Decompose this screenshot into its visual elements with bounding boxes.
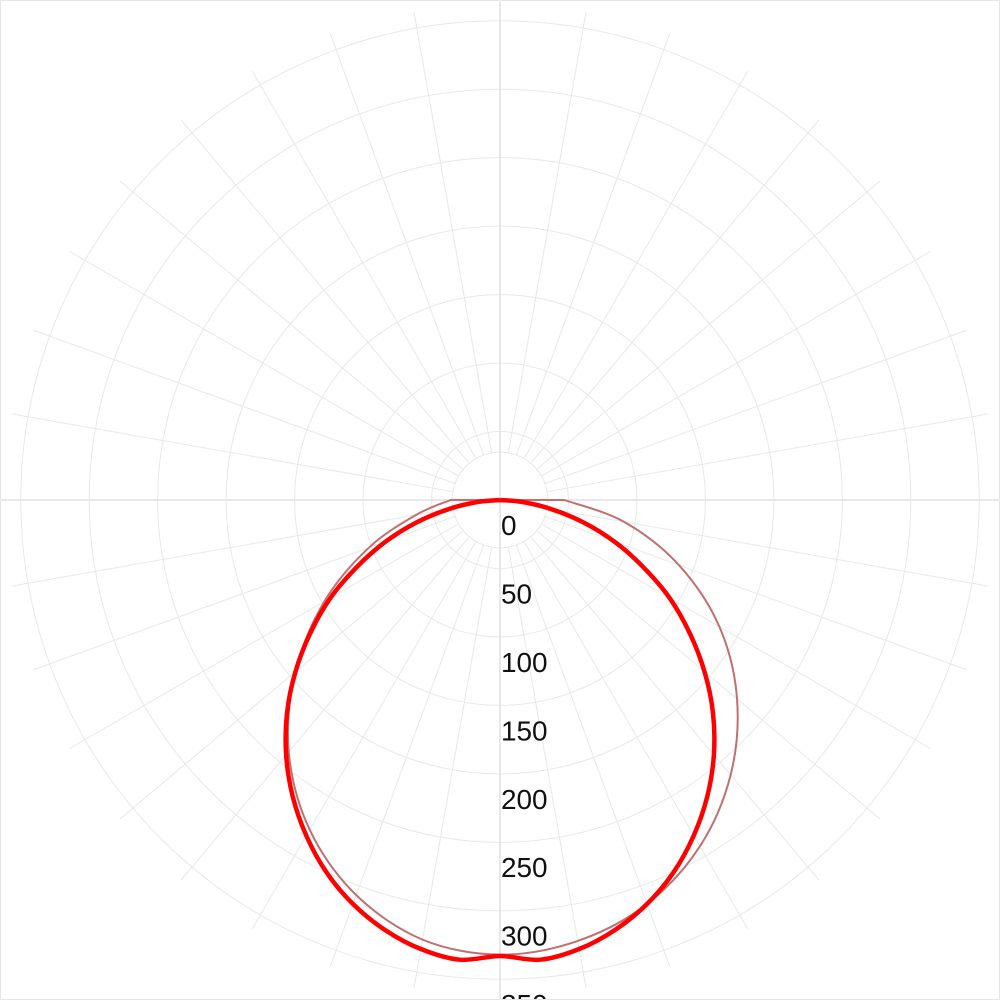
radial-tick-label: 350 — [501, 989, 548, 1000]
grid-spoke — [119, 180, 464, 470]
grid-spoke — [536, 530, 881, 820]
grid-spoke — [180, 119, 470, 464]
series-layer — [283, 497, 739, 963]
grid-spoke — [541, 523, 930, 749]
grid-spoke — [507, 11, 587, 453]
grid-spoke — [11, 507, 453, 587]
grid-spoke — [329, 33, 485, 456]
grid-spoke — [33, 329, 456, 485]
grid-spoke — [530, 119, 820, 464]
grid-spoke — [547, 413, 989, 493]
grid-spoke — [251, 541, 477, 930]
grid-spoke — [547, 507, 989, 587]
grid-spoke — [413, 547, 493, 989]
grid-spoke — [536, 180, 881, 470]
grid-spoke — [251, 70, 477, 459]
grid-spoke — [530, 536, 820, 881]
grid-spoke — [507, 547, 587, 989]
grid-spoke — [515, 544, 671, 967]
radial-tick-label: 300 — [501, 921, 548, 952]
grid-spoke — [541, 251, 930, 477]
grid-spoke — [119, 530, 464, 820]
radial-tick-label: 150 — [501, 715, 548, 746]
radial-tick-label: 250 — [501, 852, 548, 883]
grid-spoke — [180, 536, 470, 881]
grid-spoke — [70, 523, 459, 749]
grid-spoke — [523, 541, 749, 930]
radial-tick-label: 100 — [501, 647, 548, 678]
radial-tick-label: 200 — [501, 784, 548, 815]
radial-tick-labels: 0 50 100 150 200 250 300 350 — [501, 510, 548, 1000]
grid-spoke — [515, 33, 671, 456]
series-thick-curve — [283, 497, 717, 963]
grid-spoke — [544, 329, 967, 485]
radial-tick-label: 50 — [501, 578, 532, 609]
grid-spoke — [523, 70, 749, 459]
grid-spoke — [11, 413, 453, 493]
radial-tick-label: 0 — [501, 510, 517, 541]
grid-spoke — [413, 11, 493, 453]
grid-spoke — [70, 251, 459, 477]
